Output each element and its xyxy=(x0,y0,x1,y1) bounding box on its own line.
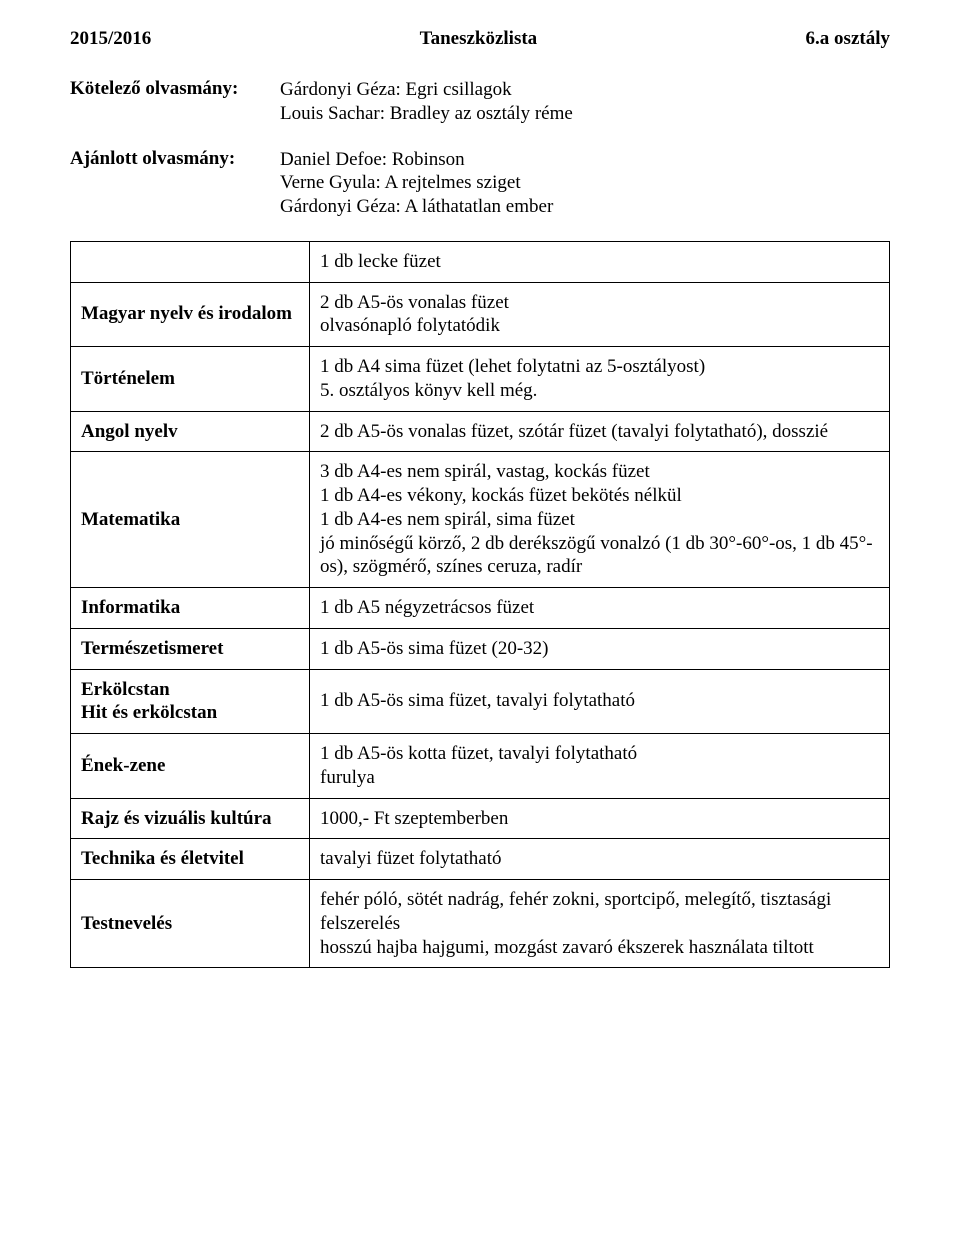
table-row: Testnevelésfehér póló, sötét nadrág, feh… xyxy=(71,880,890,968)
table-row: Ének-zene1 db A5-ös kotta füzet, tavalyi… xyxy=(71,734,890,799)
content-cell: 2 db A5-ös vonalas füzetolvasónapló foly… xyxy=(310,282,890,347)
required-reading-label: Kötelező olvasmány: xyxy=(70,78,280,126)
subject-cell: ErkölcstanHit és erkölcstan xyxy=(71,669,310,734)
content-cell: 1 db A5 négyzetrácsos füzet xyxy=(310,588,890,629)
subject-cell: Angol nyelv xyxy=(71,411,310,452)
content-cell: 3 db A4-es nem spirál, vastag, kockás fü… xyxy=(310,452,890,588)
table-row: Rajz és vizuális kultúra1000,- Ft szepte… xyxy=(71,798,890,839)
subject-cell xyxy=(71,241,310,282)
table-row: Történelem1 db A4 sima füzet (lehet foly… xyxy=(71,347,890,412)
subject-cell: Magyar nyelv és irodalom xyxy=(71,282,310,347)
recommended-reading-row: Ajánlott olvasmány: Daniel Defoe: Robins… xyxy=(70,148,890,219)
subject-cell: Technika és életvitel xyxy=(71,839,310,880)
recommended-reading-line: Gárdonyi Géza: A láthatatlan ember xyxy=(280,195,890,219)
table-row: Angol nyelv2 db A5-ös vonalas füzet, szó… xyxy=(71,411,890,452)
header-class: 6.a osztály xyxy=(806,28,890,50)
supplies-table: 1 db lecke füzetMagyar nyelv és irodalom… xyxy=(70,241,890,969)
subject-cell: Testnevelés xyxy=(71,880,310,968)
content-cell: 1 db lecke füzet xyxy=(310,241,890,282)
table-row: 1 db lecke füzet xyxy=(71,241,890,282)
table-row: Informatika1 db A5 négyzetrácsos füzet xyxy=(71,588,890,629)
required-reading-line: Gárdonyi Géza: Egri csillagok xyxy=(280,78,890,102)
subject-cell: Matematika xyxy=(71,452,310,588)
content-cell: 2 db A5-ös vonalas füzet, szótár füzet (… xyxy=(310,411,890,452)
content-cell: tavalyi füzet folytatható xyxy=(310,839,890,880)
table-row: Technika és életviteltavalyi füzet folyt… xyxy=(71,839,890,880)
subject-cell: Természetismeret xyxy=(71,628,310,669)
page: 2015/2016 Taneszközlista 6.a osztály Köt… xyxy=(0,0,960,1249)
required-reading-content: Gárdonyi Géza: Egri csillagokLouis Sacha… xyxy=(280,78,890,126)
table-row: Matematika3 db A4-es nem spirál, vastag,… xyxy=(71,452,890,588)
header-year: 2015/2016 xyxy=(70,28,151,50)
subject-cell: Ének-zene xyxy=(71,734,310,799)
subject-cell: Történelem xyxy=(71,347,310,412)
recommended-reading-label: Ajánlott olvasmány: xyxy=(70,148,280,219)
recommended-reading-content: Daniel Defoe: RobinsonVerne Gyula: A rej… xyxy=(280,148,890,219)
header-row: 2015/2016 Taneszközlista 6.a osztály xyxy=(70,28,890,50)
content-cell: 1 db A5-ös sima füzet, tavalyi folytatha… xyxy=(310,669,890,734)
content-cell: fehér póló, sötét nadrág, fehér zokni, s… xyxy=(310,880,890,968)
table-row: Magyar nyelv és irodalom2 db A5-ös vonal… xyxy=(71,282,890,347)
subject-cell: Informatika xyxy=(71,588,310,629)
table-row: Természetismeret1 db A5-ös sima füzet (2… xyxy=(71,628,890,669)
content-cell: 1 db A5-ös kotta füzet, tavalyi folytath… xyxy=(310,734,890,799)
recommended-reading-line: Verne Gyula: A rejtelmes sziget xyxy=(280,171,890,195)
content-cell: 1000,- Ft szeptemberben xyxy=(310,798,890,839)
required-reading-row: Kötelező olvasmány: Gárdonyi Géza: Egri … xyxy=(70,78,890,126)
content-cell: 1 db A5-ös sima füzet (20-32) xyxy=(310,628,890,669)
content-cell: 1 db A4 sima füzet (lehet folytatni az 5… xyxy=(310,347,890,412)
required-reading-line: Louis Sachar: Bradley az osztály réme xyxy=(280,102,890,126)
table-row: ErkölcstanHit és erkölcstan1 db A5-ös si… xyxy=(71,669,890,734)
recommended-reading-line: Daniel Defoe: Robinson xyxy=(280,148,890,172)
subject-cell: Rajz és vizuális kultúra xyxy=(71,798,310,839)
header-title: Taneszközlista xyxy=(420,28,538,50)
